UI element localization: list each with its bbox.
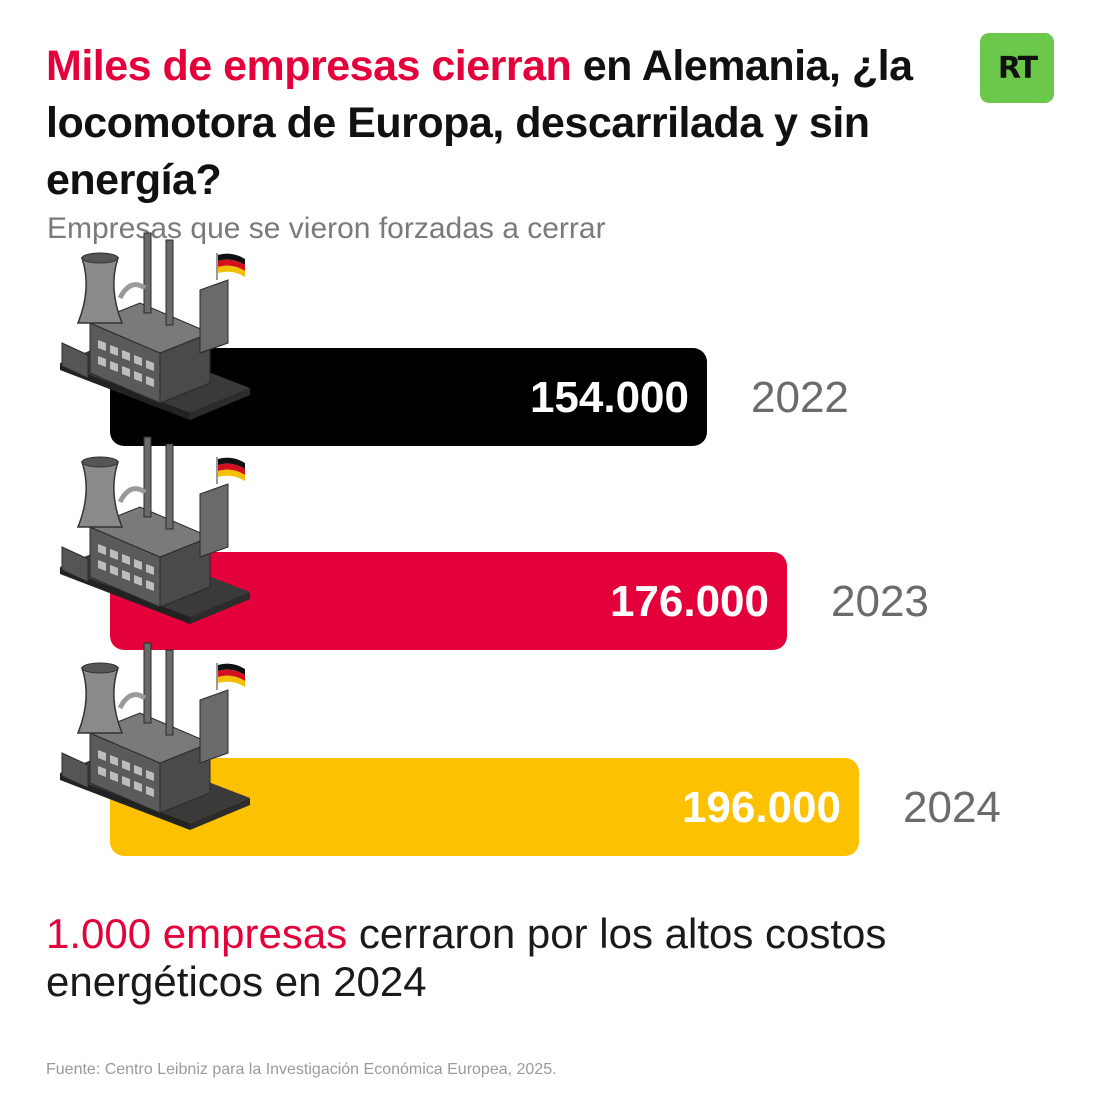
chart-subtitle: Empresas que se vieron forzadas a cerrar <box>47 212 606 245</box>
factory-icon <box>60 642 250 830</box>
bar-group: 196.000 2024 <box>60 642 1001 856</box>
bar <box>110 348 707 446</box>
title-highlight: Miles de empresas cierran <box>46 42 572 90</box>
bar-chart: 154.000 2022 176.000 2023 196.000 2024 <box>60 232 1001 856</box>
source-note: Fuente: Centro Leibniz para la Investiga… <box>46 1061 557 1078</box>
rt-logo: RT <box>980 33 1054 103</box>
footer-rest: cerraron por los altos costos energético… <box>46 910 887 1005</box>
bar <box>110 552 787 650</box>
bar-value-label: 154.000 <box>530 373 689 422</box>
factory-icon <box>60 436 250 624</box>
footer-highlight: 1.000 empresas <box>46 910 348 957</box>
factory-icon <box>60 232 250 420</box>
bar-group: 176.000 2023 <box>60 436 929 650</box>
category-label: 2023 <box>831 577 929 626</box>
category-label: 2022 <box>751 373 849 422</box>
footer-highlight-text: 1.000 empresas cerraron por los altos co… <box>46 910 1066 1006</box>
bar <box>110 758 859 856</box>
category-label: 2024 <box>903 783 1001 832</box>
bar-value-label: 176.000 <box>610 577 769 626</box>
bar-value-label: 196.000 <box>682 783 841 832</box>
chart-title: Miles de empresas cierran en Alemania, ¿… <box>46 38 966 209</box>
rt-logo-text: RT <box>997 50 1038 86</box>
bar-group: 154.000 2022 <box>60 232 849 446</box>
title-rest: en Alemania, ¿la locomotora de Europa, d… <box>46 42 913 204</box>
